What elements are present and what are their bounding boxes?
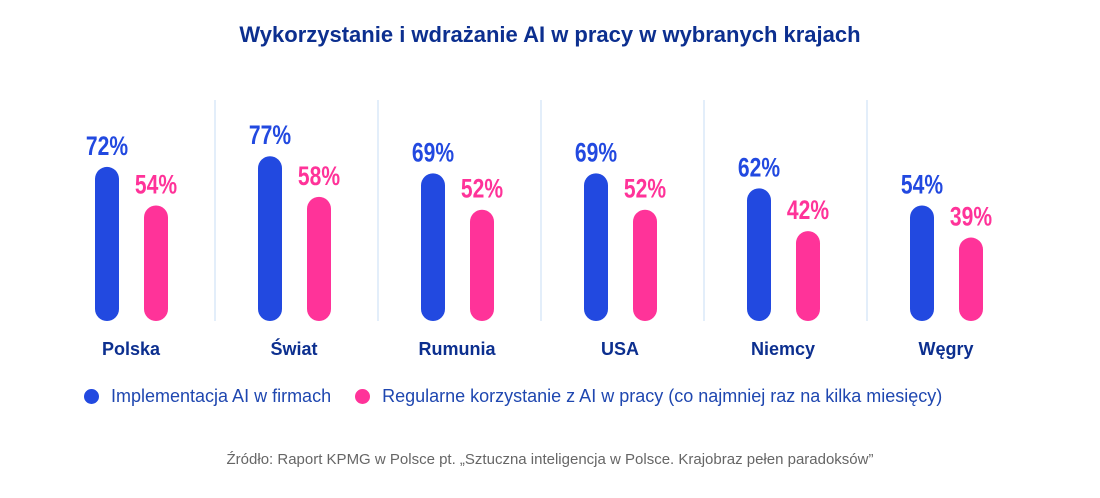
chart-title: Wykorzystanie i wdrażanie AI w pracy w w… (239, 22, 861, 47)
bar-chart: 72%54%Polska77%58%Świat69%52%Rumunia69%5… (86, 100, 992, 359)
category-label: Niemcy (751, 339, 815, 359)
bar-korzystanie (633, 209, 657, 321)
data-label: 52% (624, 174, 666, 204)
bar-implementacja (421, 173, 445, 321)
data-label: 42% (787, 196, 829, 226)
legend-marker-pink (355, 389, 371, 404)
bar-korzystanie (144, 205, 168, 321)
legend-label: Implementacja AI w firmach (111, 386, 332, 406)
data-label: 62% (738, 153, 780, 183)
category-label: USA (601, 339, 639, 359)
legend-item-implementacja: Implementacja AI w firmach (84, 386, 331, 407)
bar-implementacja (95, 166, 119, 321)
data-label: 58% (298, 161, 340, 191)
data-label: 69% (412, 138, 454, 168)
bar-implementacja (747, 188, 771, 321)
legend: Implementacja AI w firmach Regularne kor… (84, 386, 966, 407)
bar-implementacja (910, 205, 934, 321)
source-note: Źródło: Raport KPMG w Polsce pt. „Sztucz… (226, 451, 874, 468)
data-label: 39% (950, 202, 992, 232)
data-label: 52% (461, 174, 503, 204)
legend-item-korzystanie: Regularne korzystanie z AI w pracy (co n… (355, 386, 942, 407)
bar-implementacja (258, 156, 282, 321)
bar-implementacja (584, 173, 608, 321)
category-label: Świat (270, 338, 317, 359)
data-label: 54% (135, 170, 177, 200)
category-label: Rumunia (418, 339, 496, 359)
bar-korzystanie (959, 237, 983, 321)
data-label: 69% (575, 138, 617, 168)
data-label: 77% (249, 121, 291, 151)
legend-label: Regularne korzystanie z AI w pracy (co n… (382, 386, 943, 406)
data-label: 72% (86, 132, 128, 162)
data-label: 54% (901, 170, 943, 200)
legend-marker-blue (84, 389, 99, 404)
bar-korzystanie (796, 231, 820, 321)
category-label: Polska (102, 339, 161, 359)
bar-korzystanie (470, 209, 494, 321)
bar-korzystanie (307, 196, 331, 321)
category-label: Węgry (918, 339, 973, 359)
